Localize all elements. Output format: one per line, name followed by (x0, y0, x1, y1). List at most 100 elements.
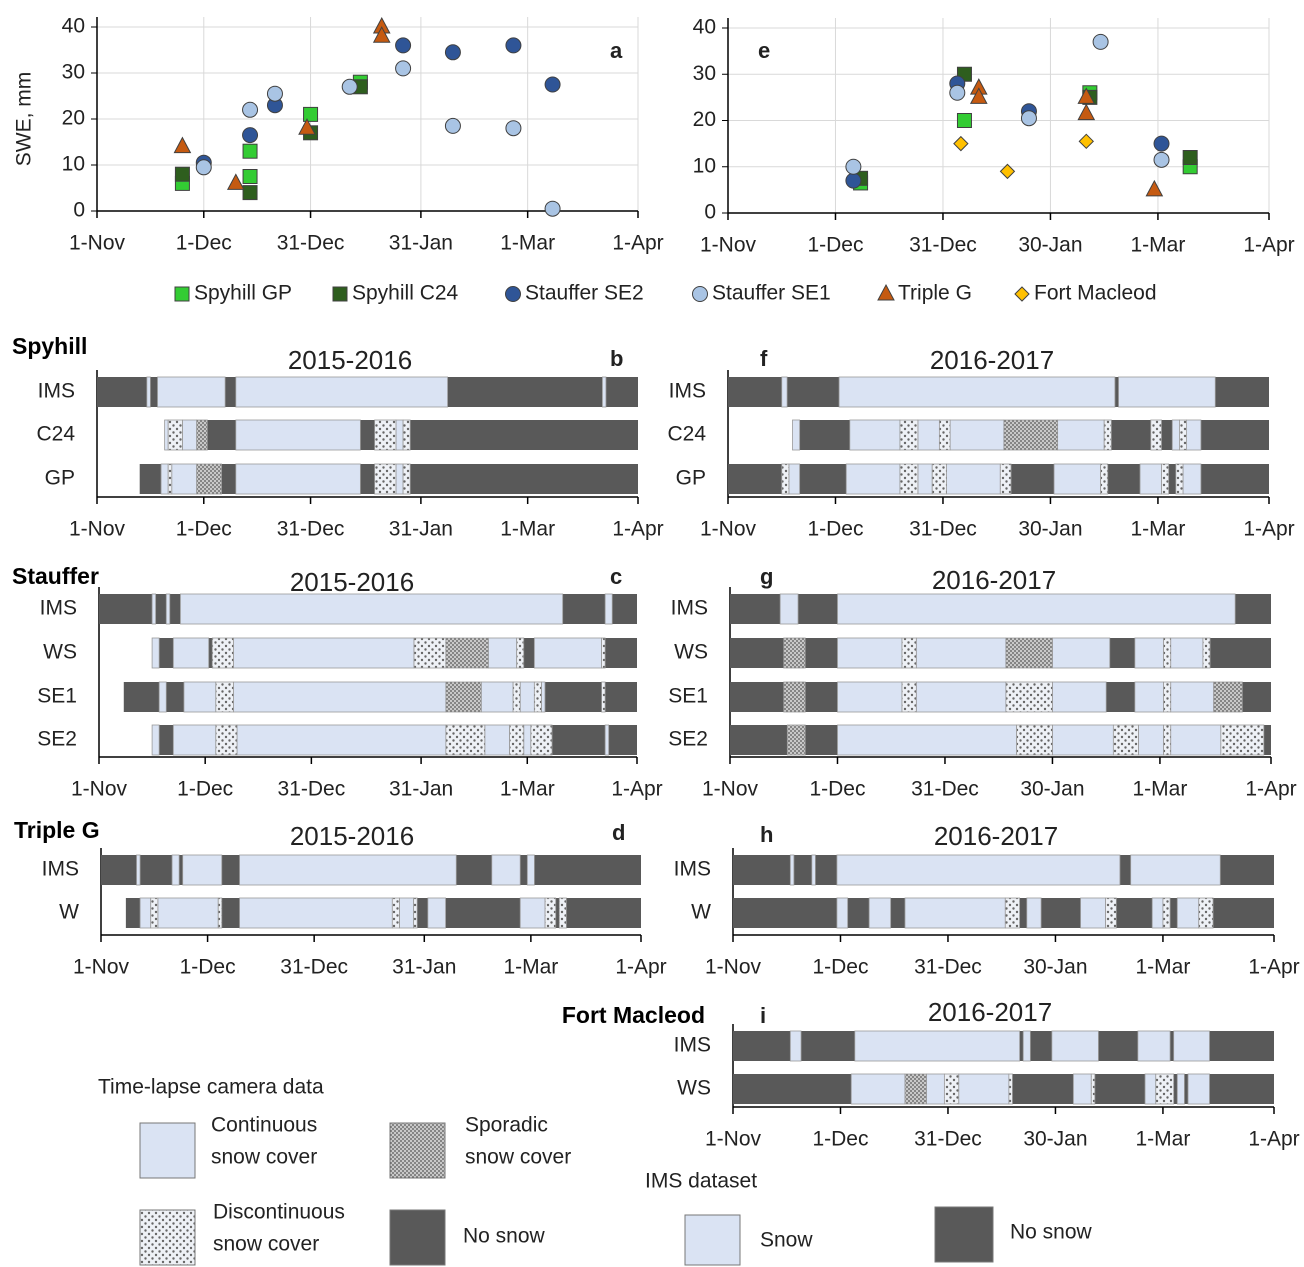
panel-label: i (760, 1003, 766, 1028)
snow-segment (526, 854, 535, 886)
season-label: 2016-2017 (934, 821, 1058, 851)
x-tick-label: 31-Dec (914, 956, 982, 979)
legend-label: snow cover (465, 1146, 571, 1169)
point (1153, 151, 1170, 168)
discontinuous-segment (1090, 1073, 1096, 1105)
x-tick-label: 31-Dec (914, 1128, 982, 1151)
point (1077, 87, 1096, 104)
continuous-segment (1170, 681, 1215, 713)
continuous-segment (1052, 637, 1111, 669)
continuous-segment (160, 463, 169, 495)
legend-label: snow cover (211, 1146, 317, 1169)
x-tick-label: 1-Mar (1133, 778, 1188, 801)
discontinuous-segment (512, 681, 521, 713)
sporadic-segment (783, 681, 806, 713)
discontinuous-segment (533, 681, 542, 713)
discontinuous-segment (1163, 724, 1172, 756)
continuous-segment (915, 681, 1007, 713)
point (266, 85, 283, 102)
continuous-segment (235, 463, 361, 495)
row-label: SE1 (37, 685, 77, 708)
discontinuous-segment (445, 724, 486, 756)
discontinuous-segment (558, 897, 567, 929)
point (845, 172, 862, 189)
continuous-segment (1176, 897, 1200, 929)
season-label: 2015-2016 (288, 345, 412, 375)
discontinuous-segment (1103, 419, 1112, 451)
panel-label: c (610, 564, 622, 589)
continuous-segment (533, 637, 603, 669)
row-label: IMS (40, 597, 77, 620)
continuous-segment (1053, 463, 1102, 495)
snow-segment (1130, 854, 1221, 886)
point (242, 169, 258, 184)
point (969, 87, 988, 104)
row-label: IMS (38, 380, 75, 403)
x-tick-label: 1-Nov (700, 518, 757, 541)
continuous-segment (1170, 724, 1222, 756)
continuous-segment (1138, 724, 1164, 756)
snow-segment (180, 593, 564, 625)
point (242, 127, 259, 144)
x-tick-label: 1-Dec (807, 518, 863, 541)
sporadic-segment (1003, 419, 1059, 451)
legend-marker (1014, 286, 1030, 302)
x-tick-label: 31-Dec (277, 518, 345, 541)
group-label: Triple G (14, 817, 100, 843)
continuous-segment (837, 681, 903, 713)
panel-label: d (612, 820, 625, 845)
sporadic-segment (196, 463, 222, 495)
row-label: GP (45, 467, 75, 490)
season-label: 2015-2016 (290, 567, 414, 597)
point (372, 26, 391, 43)
point (949, 84, 966, 101)
discontinuous-segment (1179, 419, 1187, 451)
discontinuous-segment (899, 463, 919, 495)
continuous-segment (519, 681, 535, 713)
discontinuous-segment (943, 1073, 960, 1105)
x-tick-label: 1-Mar (1136, 956, 1191, 979)
legend-marker (174, 286, 190, 302)
discontinuous-segment (601, 637, 606, 669)
continuous-segment (845, 463, 901, 495)
discontinuous-segment (211, 637, 234, 669)
legend-label: Fort Macleod (1034, 282, 1157, 305)
point (953, 135, 969, 152)
continuous-segment (427, 897, 447, 929)
discontinuous-segment (1004, 897, 1021, 929)
continuous-segment (917, 463, 933, 495)
discontinuous-segment (1016, 724, 1053, 756)
y-tick-label: 0 (704, 201, 716, 224)
point (444, 44, 461, 61)
panel-label: f (760, 346, 768, 371)
continuous-segment (1134, 681, 1164, 713)
discontinuous-segment (938, 419, 951, 451)
discontinuous-segment (1112, 724, 1139, 756)
point (1153, 135, 1170, 152)
x-tick-label: 1-Nov (705, 956, 762, 979)
discontinuous-segment (167, 419, 183, 451)
continuous-segment (233, 637, 415, 669)
y-tick-label: 0 (73, 199, 85, 222)
season-label: 2016-2017 (928, 997, 1052, 1027)
x-tick-label: 1-Apr (615, 956, 666, 979)
sporadic-segment (1213, 681, 1243, 713)
legend-label: Stauffer SE2 (525, 282, 644, 305)
continuous-segment (236, 724, 447, 756)
x-tick-label: 1-Dec (177, 778, 233, 801)
panel-label: a (610, 38, 623, 63)
continuous-segment (233, 681, 447, 713)
x-tick-label: 1-Apr (1248, 956, 1299, 979)
legend-title: IMS dataset (645, 1170, 757, 1193)
y-tick-label: 10 (62, 153, 85, 176)
discontinuous-segment (1175, 463, 1184, 495)
discontinuous-segment (1198, 897, 1214, 929)
legend-swatch (139, 1122, 196, 1179)
group-label: Spyhill (12, 333, 87, 359)
continuous-segment (958, 1073, 1010, 1105)
row-label: WS (677, 1077, 711, 1100)
continuous-segment (183, 681, 217, 713)
row-label: W (691, 901, 711, 924)
group-label: Stauffer (12, 563, 99, 589)
point (173, 136, 192, 154)
